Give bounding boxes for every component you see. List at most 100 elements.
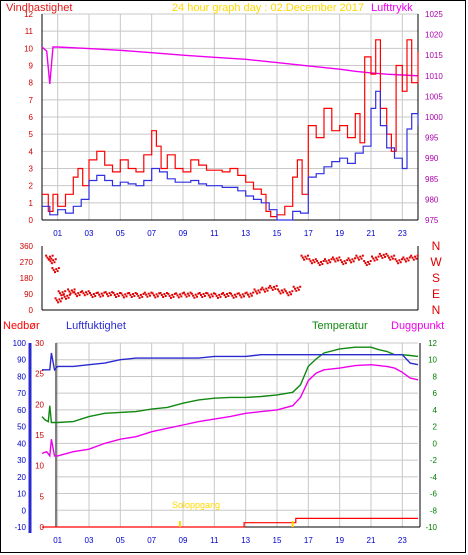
direction-point [317, 262, 320, 264]
direction-point [305, 257, 308, 260]
direction-point [154, 296, 157, 299]
pressure-tick-label: 995 [425, 134, 439, 143]
direction-point [183, 291, 185, 294]
direction-point [53, 261, 56, 264]
temperature-tick-label: -4 [430, 473, 438, 482]
direction-point [128, 292, 131, 294]
direction-point [132, 293, 135, 295]
temperature-tick-label: -10 [425, 523, 437, 532]
direction-tick-label: 90 [24, 290, 33, 299]
unused: N [0, 0, 6, 2]
direction-point [184, 293, 187, 296]
direction-point [348, 259, 351, 262]
direction-tick-label: 180 [20, 274, 34, 283]
direction-point [116, 293, 119, 295]
direction-point [410, 254, 413, 257]
direction-point [297, 288, 300, 291]
direction-point [63, 295, 66, 298]
direction-point [124, 293, 127, 296]
compass-tick-label: N [432, 303, 441, 317]
direction-point [219, 295, 222, 298]
direction-point [51, 267, 54, 270]
direction-point [343, 260, 346, 263]
rain-tick-label: 10 [35, 462, 44, 471]
direction-point [147, 292, 150, 295]
tick-layer: 0123456789101112975980985990995100010051… [0, 0, 444, 545]
direction-point [265, 287, 268, 290]
temperature-tick-label: 8 [433, 372, 438, 381]
direction-point [57, 290, 60, 293]
wind-tick-label: 3 [29, 165, 34, 174]
wind-x-tick-label: 11 [210, 229, 219, 238]
wind-x-tick-label: 21 [367, 229, 376, 238]
direction-point [57, 301, 60, 304]
pressure-tick-label: 990 [425, 154, 439, 163]
wind-tick-label: 8 [29, 79, 34, 88]
direction-point [105, 293, 108, 296]
direction-point [207, 294, 210, 297]
direction-point [104, 291, 107, 294]
direction-point [253, 288, 256, 291]
wind-x-tick-label: 17 [304, 229, 313, 238]
direction-point [373, 259, 376, 262]
direction-point [137, 294, 140, 297]
direction-point [235, 295, 238, 298]
direction-point [166, 292, 168, 294]
temp-x-tick-label: 01 [53, 536, 62, 545]
direction-point [164, 295, 167, 297]
direction-point [334, 260, 337, 263]
direction-point [169, 296, 172, 299]
dewpoint-line [41, 363, 419, 458]
wind-x-tick-label: 19 [335, 229, 344, 238]
direction-point [185, 295, 188, 298]
humidity-tick-label: 80 [17, 372, 26, 381]
direction-point [232, 296, 235, 299]
direction-point [299, 285, 302, 288]
compass-tick-label: S [432, 271, 440, 285]
direction-point [282, 291, 285, 294]
wind-tick-label: 5 [29, 130, 34, 139]
direction-point [205, 292, 208, 294]
wind-tick-label: 12 [24, 10, 33, 19]
direction-point [403, 258, 406, 261]
direction-point [250, 294, 253, 297]
direction-point [278, 290, 281, 293]
temperature-axis-title: Temperatur [312, 320, 368, 332]
direction-point [295, 289, 298, 292]
direction-point [133, 295, 136, 297]
direction-point [275, 284, 278, 287]
humidity-tick-label: 30 [17, 456, 26, 465]
direction-point [364, 262, 367, 264]
direction-point [360, 257, 363, 260]
direction-point [139, 293, 142, 296]
direction-point [190, 292, 193, 295]
temperature-line [41, 346, 419, 424]
direction-point [87, 290, 90, 293]
direction-point [226, 293, 229, 295]
direction-point [52, 259, 55, 262]
direction-point [351, 258, 354, 261]
direction-point [271, 288, 274, 291]
direction-point [81, 290, 84, 293]
direction-point [390, 255, 393, 258]
direction-tick-label: 360 [20, 242, 34, 251]
direction-point [54, 297, 57, 300]
direction-point [67, 296, 70, 299]
wind-tick-label: 9 [29, 62, 34, 71]
direction-point [172, 295, 175, 298]
direction-point [160, 294, 163, 296]
direction-point [94, 295, 97, 297]
direction-point [257, 289, 260, 292]
direction-point [230, 292, 232, 295]
direction-point [307, 254, 309, 257]
direction-point [121, 294, 124, 297]
direction-point [273, 285, 276, 288]
direction-point [384, 255, 387, 258]
direction-point [55, 299, 58, 302]
direction-point [359, 255, 362, 258]
direction-point [193, 296, 196, 299]
wind-tick-label: 1 [29, 199, 34, 208]
direction-point [291, 290, 294, 293]
direction-point [122, 296, 125, 299]
